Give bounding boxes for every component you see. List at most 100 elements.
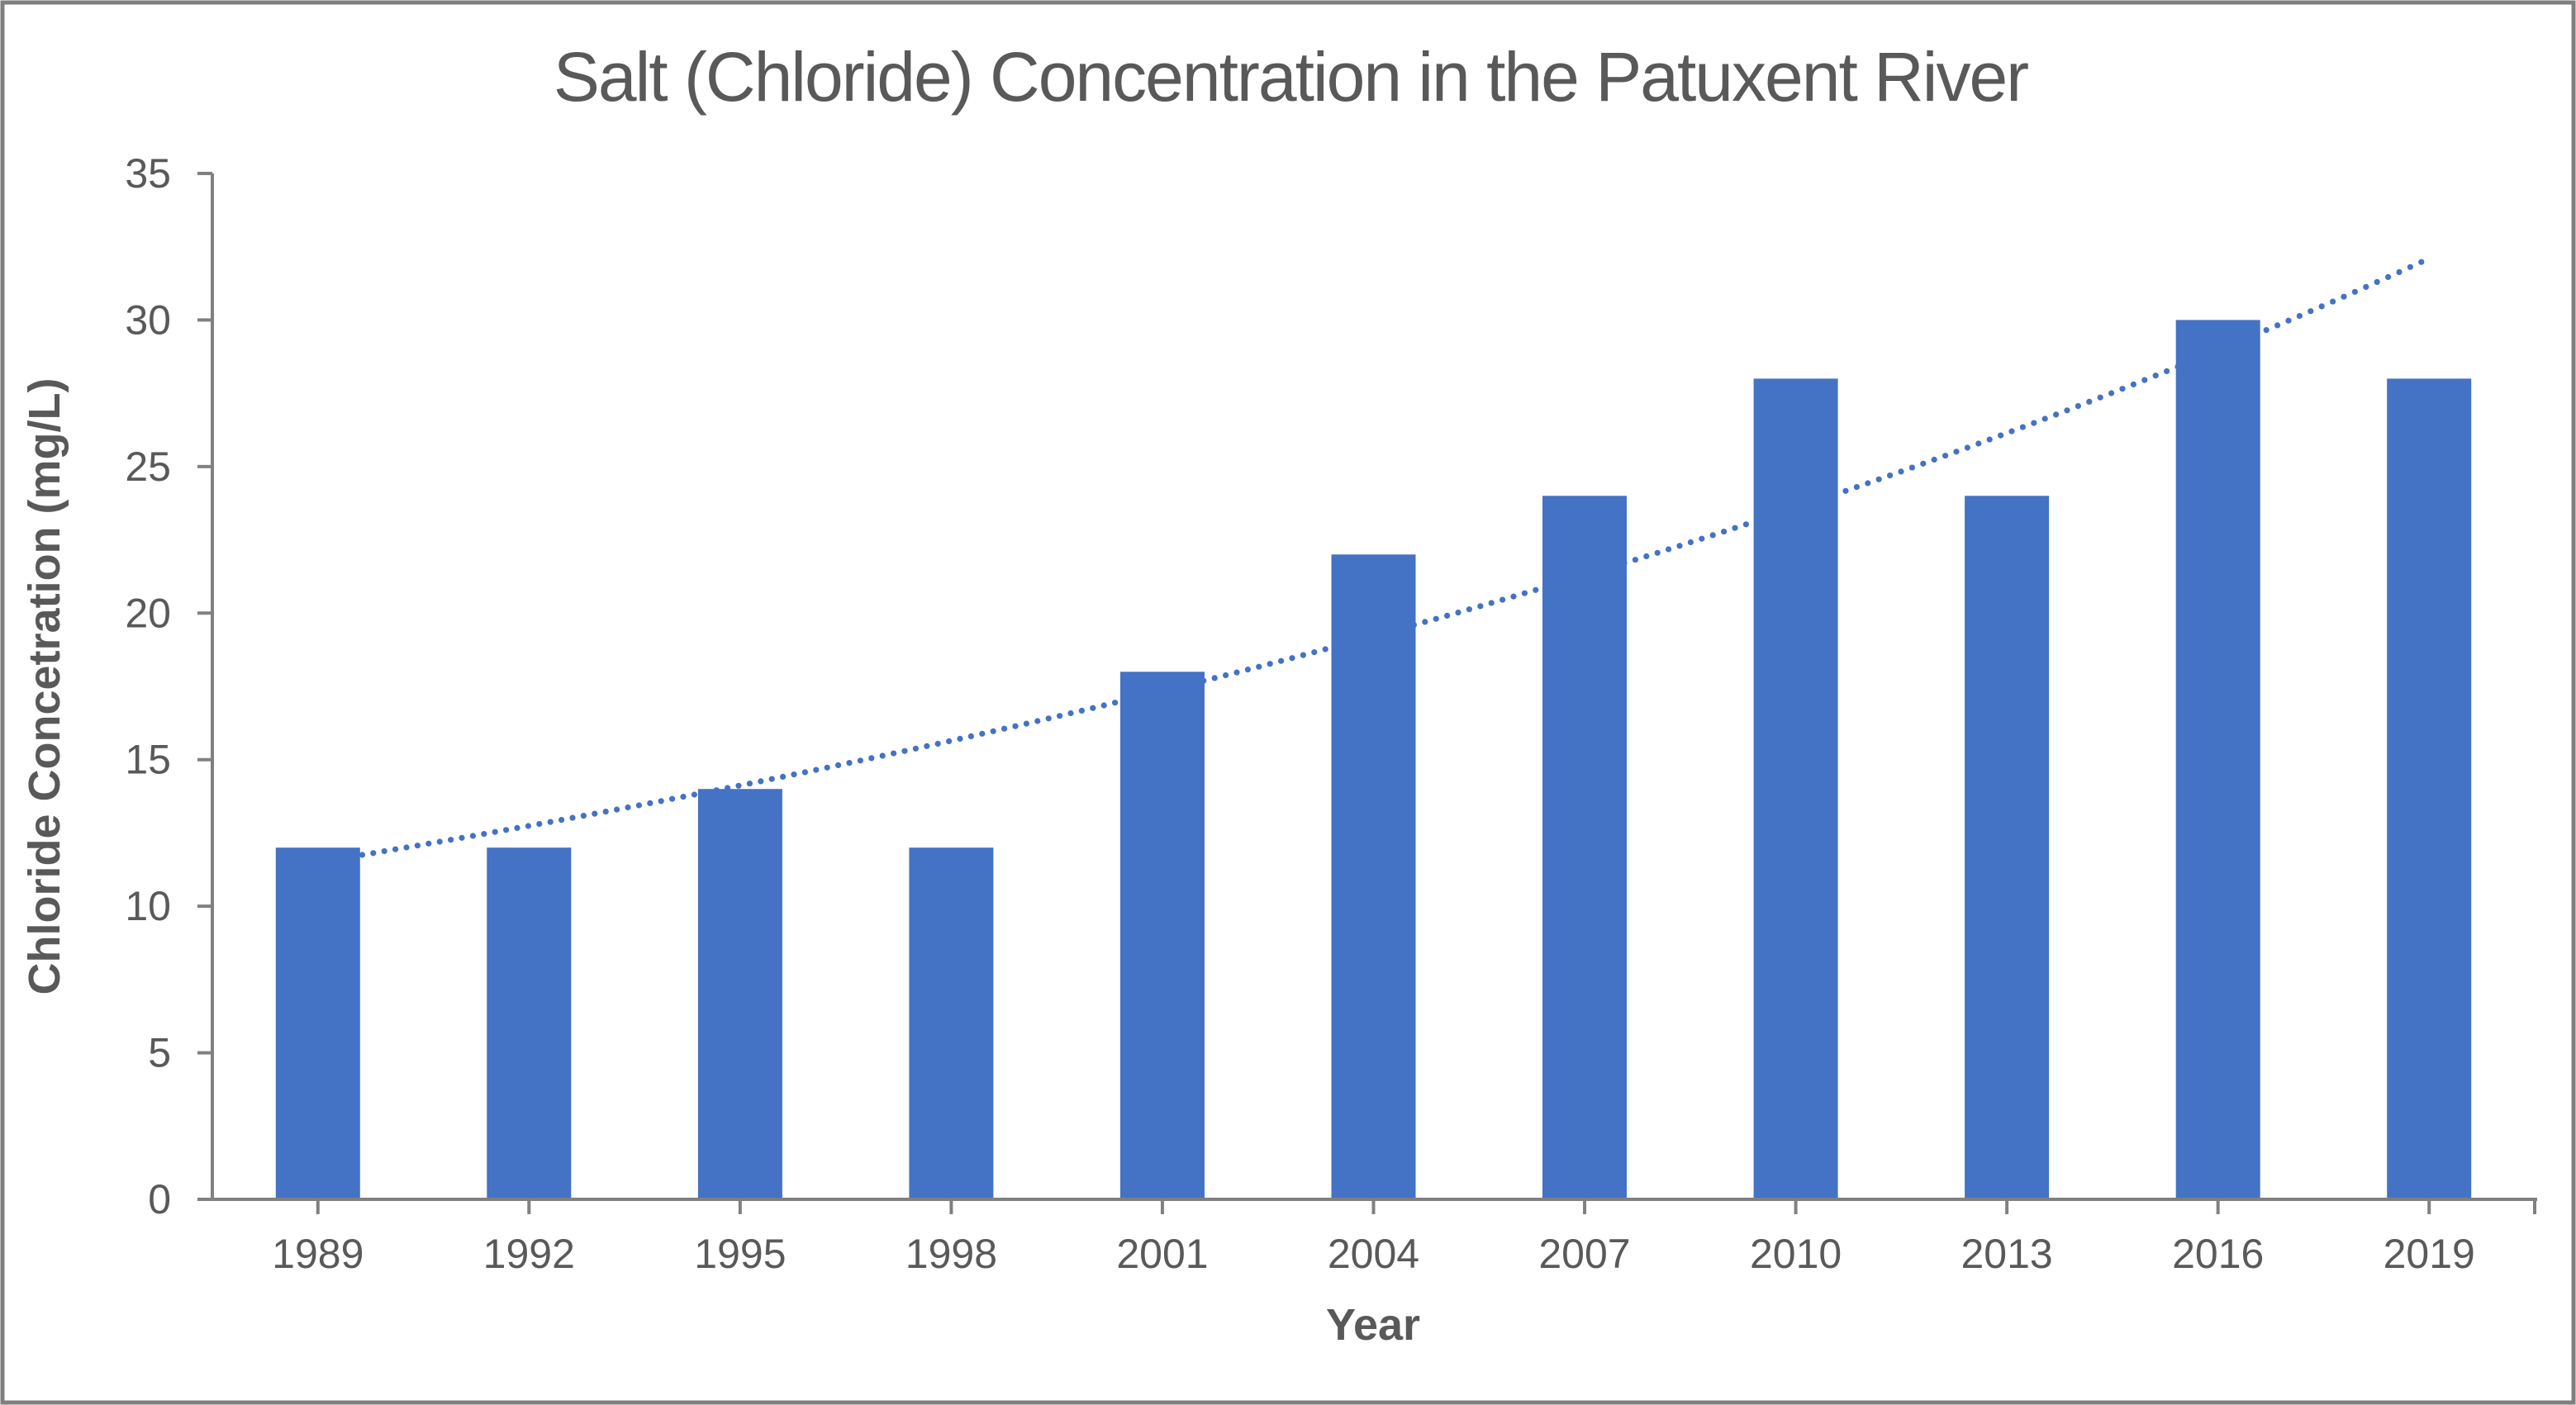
trendline-dot xyxy=(1499,596,1506,603)
trendline-dot xyxy=(1422,619,1428,625)
trendline-dot xyxy=(801,769,809,776)
x-tick-label-2019: 2019 xyxy=(2384,1231,2475,1277)
trendline-dot xyxy=(1942,453,1949,459)
trendline-dot xyxy=(525,823,532,829)
trendline-dot xyxy=(2296,312,2303,320)
y-tick-label-20: 20 xyxy=(125,590,171,636)
trendline-dot xyxy=(1045,715,1052,722)
trendline-dot xyxy=(1444,612,1451,619)
trendline-dot xyxy=(1510,593,1517,600)
bar-2004 xyxy=(1331,554,1416,1198)
trendline-dot xyxy=(2274,322,2281,329)
trendline-dot xyxy=(1090,705,1096,711)
trendline-dot xyxy=(1067,710,1074,717)
trendline-dot xyxy=(2363,283,2369,290)
trendline-dot xyxy=(680,794,687,800)
trendline-dot xyxy=(1842,487,1849,494)
trendline-dot xyxy=(891,750,897,757)
trendline-dot xyxy=(768,776,775,782)
bar-2010 xyxy=(1753,378,1838,1198)
trendline-dot xyxy=(1721,529,1728,535)
trendline-dot xyxy=(957,735,963,743)
trendline-dot xyxy=(2019,424,2026,430)
trendline-dot xyxy=(481,831,487,838)
trendline-dot xyxy=(459,834,465,841)
trendline-dot xyxy=(2330,298,2336,305)
x-tick-label-2013: 2013 xyxy=(1961,1231,2052,1277)
trendline-dot xyxy=(1001,725,1008,732)
trendline-dot xyxy=(1034,718,1041,724)
y-tick-label-0: 0 xyxy=(148,1176,171,1222)
y-tick-label-15: 15 xyxy=(125,737,171,783)
bar-2019 xyxy=(2387,378,2472,1198)
trendline-dot xyxy=(1012,723,1019,729)
trendline-dot xyxy=(635,802,643,809)
trendline-dot xyxy=(448,837,454,843)
trendline-dot xyxy=(370,850,377,857)
trendline-dot xyxy=(967,733,974,740)
trendline-dot xyxy=(1887,472,1894,479)
trendline-dot xyxy=(514,824,520,832)
trendline-dot xyxy=(1078,707,1085,714)
y-axis-title: Chloride Concetration (mg/L) xyxy=(20,378,69,995)
bar-1989 xyxy=(275,847,360,1198)
trendline-dot xyxy=(1466,606,1472,613)
trendline-dot xyxy=(1112,700,1119,706)
trendline-dot xyxy=(1023,720,1029,727)
trendline-dot xyxy=(1964,444,1970,451)
trendline-dot xyxy=(1300,652,1306,658)
y-axis-tick-labels: 0 5 10 15 20 25 30 35 xyxy=(125,150,171,1222)
trendline-dot xyxy=(1488,600,1495,606)
x-tick-label-2001: 2001 xyxy=(1116,1231,1208,1277)
trendline-dot xyxy=(1057,713,1063,719)
bar-1998 xyxy=(909,847,994,1198)
trendline-dot xyxy=(2152,373,2159,379)
trendline-dot xyxy=(1853,484,1860,491)
trendline-dot xyxy=(2341,293,2347,300)
y-tick-label-25: 25 xyxy=(125,444,171,490)
trendline-dot xyxy=(669,795,676,802)
trendline-dot xyxy=(857,757,863,764)
trendline-dot xyxy=(1666,546,1672,553)
x-tick-label-2016: 2016 xyxy=(2172,1231,2264,1277)
trendline-dot xyxy=(1233,669,1240,676)
x-tick-label-1989: 1989 xyxy=(272,1231,364,1277)
y-tick-label-30: 30 xyxy=(125,297,171,343)
trendline-dot xyxy=(436,838,443,845)
trendline-dot xyxy=(647,800,654,807)
trendline-dot xyxy=(868,755,875,762)
x-tick-label-1992: 1992 xyxy=(483,1231,575,1277)
trendline-dot xyxy=(658,798,664,805)
trendline-dot xyxy=(2108,390,2115,396)
trendline-dot xyxy=(1289,655,1295,662)
trendline-dot xyxy=(558,817,565,824)
trendline-dot xyxy=(1256,663,1262,670)
x-tick-label-2007: 2007 xyxy=(1538,1231,1630,1277)
trendline-dot xyxy=(691,791,698,798)
y-tick-label-5: 5 xyxy=(148,1030,171,1076)
bar-1995 xyxy=(697,789,782,1198)
trendline-dot xyxy=(1654,549,1661,556)
trendline-dot xyxy=(625,804,631,811)
trendline-dot xyxy=(1986,436,1993,443)
bar-2013 xyxy=(1965,496,2050,1198)
trendline-dot xyxy=(381,847,387,855)
trendline-dot xyxy=(1223,672,1229,679)
trendline-dot xyxy=(791,771,797,778)
trendline-dot xyxy=(2041,415,2048,422)
trendline-dot xyxy=(1521,590,1528,596)
trendline-dot xyxy=(824,764,830,771)
trendline-dot xyxy=(1632,557,1638,563)
trendline-dot xyxy=(1455,610,1461,616)
trendline-dot xyxy=(1920,460,1927,467)
trendline-dot xyxy=(2075,403,2081,410)
trendline-dot xyxy=(1908,464,1915,471)
x-tick-label-2004: 2004 xyxy=(1328,1231,1419,1277)
trendline-dot xyxy=(924,743,930,749)
trendline-dot xyxy=(503,827,510,833)
trendline-dot xyxy=(1742,521,1749,528)
trendline-dot xyxy=(1687,539,1694,546)
trendline-dot xyxy=(912,745,919,752)
trendline-dot xyxy=(2141,377,2148,383)
